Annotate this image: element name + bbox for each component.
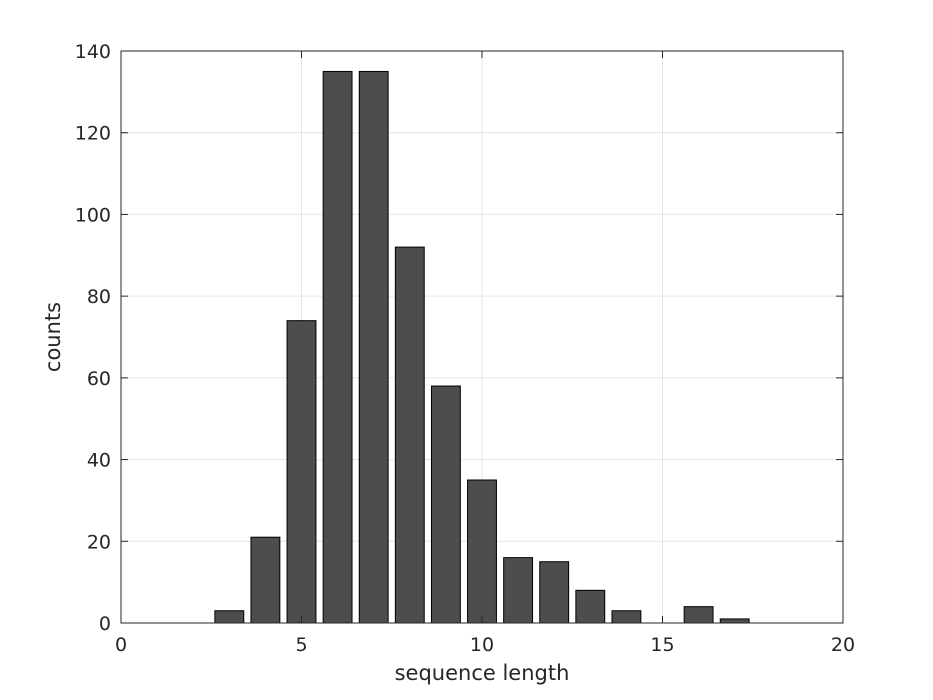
- y-tick-label: 20: [87, 531, 111, 553]
- bar-8: [394, 246, 425, 624]
- x-tick-label: 5: [295, 634, 307, 656]
- bar-12: [539, 561, 570, 624]
- bar-3: [214, 610, 245, 624]
- bar-17: [719, 618, 750, 624]
- y-tick-label: 80: [87, 286, 111, 308]
- bars: [214, 70, 750, 624]
- plot-frame: [120, 50, 844, 624]
- bar-11: [503, 557, 534, 624]
- y-tick-label: 0: [99, 613, 111, 635]
- y-tick-label: 60: [87, 368, 111, 390]
- grid-lines: [121, 51, 843, 623]
- bar-7: [358, 70, 389, 624]
- y-tick-labels: 0 20 40 60 80 100 120 140: [75, 41, 111, 635]
- x-tick-label: 15: [650, 634, 674, 656]
- x-tick-label: 0: [115, 634, 127, 656]
- y-axis-label: counts: [41, 302, 65, 372]
- bar-9: [430, 385, 461, 624]
- bar-6: [322, 70, 353, 624]
- bar-14: [611, 610, 642, 624]
- bar-13: [575, 589, 606, 624]
- x-tick-label: 20: [831, 634, 855, 656]
- bar-4: [250, 536, 281, 624]
- y-tick-label: 120: [75, 123, 111, 145]
- x-tick-labels: 0 5 10 15 20: [115, 634, 855, 656]
- bar-5: [286, 320, 317, 624]
- x-tick-label: 10: [470, 634, 494, 656]
- y-tick-label: 40: [87, 450, 111, 472]
- bar-16: [683, 606, 714, 624]
- y-tick-label: 140: [75, 41, 111, 63]
- x-axis-label: sequence length: [395, 661, 570, 685]
- bar-10: [467, 479, 497, 624]
- y-tick-label: 100: [75, 204, 111, 226]
